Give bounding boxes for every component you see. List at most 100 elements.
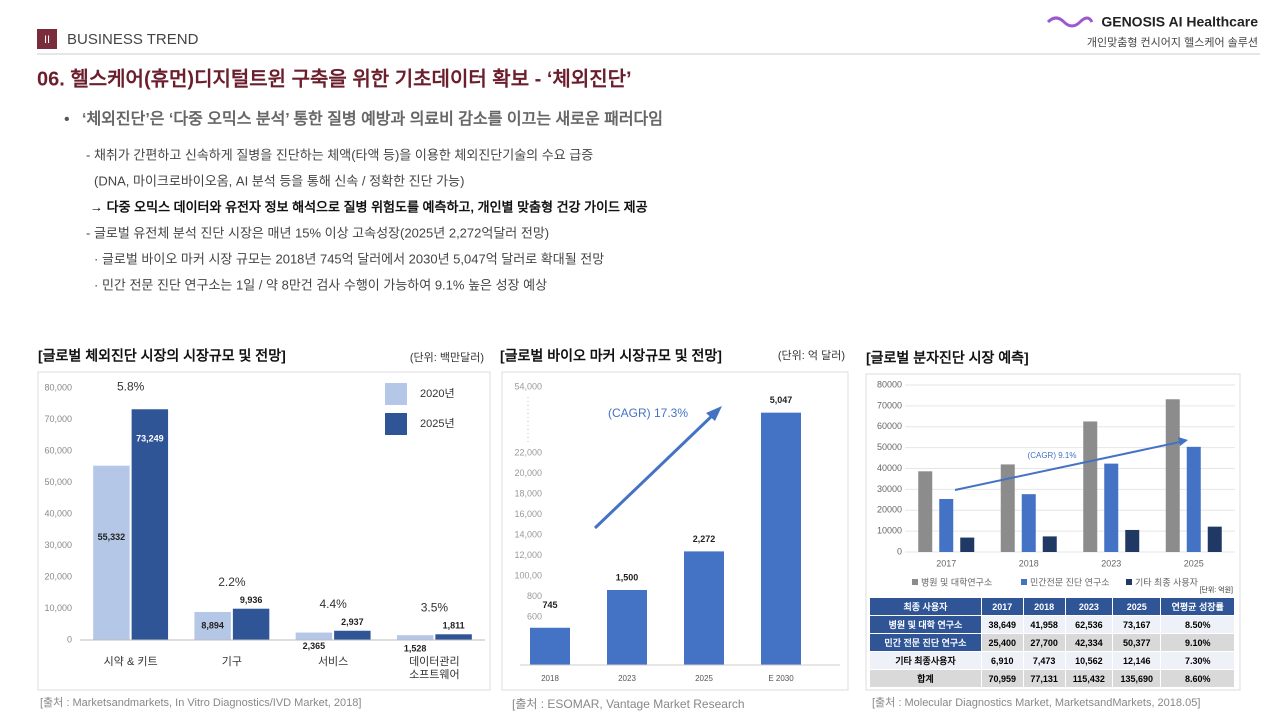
y-axis-text: 22,000 <box>514 447 542 457</box>
trend-arrow <box>954 441 1181 491</box>
table-cell: 62,536 <box>1064 615 1114 634</box>
section-label: BUSINESS TREND <box>67 31 199 48</box>
value-label: 9,936 <box>240 595 263 605</box>
table-header-cell: 2017 <box>980 597 1024 616</box>
annotation: (CAGR) 9.1% <box>1028 451 1077 460</box>
x-tick-label: 2018 <box>1019 558 1039 568</box>
table-row: 합계 70,959 77,131 115,432 135,690 8.60% <box>869 669 1235 688</box>
table-cell: 135,690 <box>1112 669 1162 688</box>
y-tick-label: 50,000 <box>44 477 72 487</box>
value-label: 2,365 <box>303 641 326 651</box>
chart2-frame <box>501 371 849 691</box>
table-cell: 50,377 <box>1112 633 1162 652</box>
y-tick-label: 10000 <box>877 526 902 536</box>
value-label: 8,894 <box>201 620 224 630</box>
bar <box>295 632 333 640</box>
y-tick-label: 20,000 <box>44 571 72 581</box>
table-row: 기타 최종사용자 6,910 7,473 10,562 12,146 7.30% <box>869 651 1235 670</box>
logo-icon <box>1046 16 1094 28</box>
growth-label: 3.5% <box>421 600 449 614</box>
y-tick-label: 80000 <box>877 379 902 389</box>
body-line: · 글로벌 바이오 마커 시장 규모는 2018년 745억 달러에서 2030… <box>94 251 604 266</box>
chart3-frame <box>865 373 1241 691</box>
y-tick-label: 0 <box>67 634 72 644</box>
bar <box>334 630 371 640</box>
table-cell: 병원 및 대학 연구소 <box>869 615 982 634</box>
source: [출처 : Molecular Diagnostics Market, Mark… <box>872 696 1200 709</box>
data-table: 최종 사용자 2017 2018 2023 2025 연평균 성장률 병원 및 대학 연구소… <box>869 597 1235 688</box>
y-tick-label: 70000 <box>877 400 902 410</box>
table-header-cell: 2018 <box>1022 597 1066 616</box>
arrow-head <box>1178 437 1188 446</box>
table-cell: 27,700 <box>1022 633 1066 652</box>
tagline: 개인맞춤형 컨시어지 헬스케어 솔루션 <box>1087 36 1258 49</box>
table-cell: 합계 <box>869 669 982 688</box>
annotation: (CAGR) 17.3% <box>608 406 688 420</box>
growth-label: 2.2% <box>218 575 246 589</box>
body-line: · 민간 전문 진단 연구소는 1일 / 약 8만건 검사 수행이 가능하여 9… <box>94 277 547 292</box>
chart-title: [글로벌 분자진단 시장 예측] <box>866 350 1029 366</box>
table-row: 민간 전문 진단 연구소 25,400 27,700 42,334 50,377 9.10… <box>869 633 1235 652</box>
bar <box>1083 421 1098 552</box>
unit-label: [단위: 억원] <box>1199 585 1233 594</box>
legend-swatch <box>1021 579 1027 585</box>
chart-title: [글로벌 체외진단 시장의 시장규모 및 전망] <box>38 348 286 364</box>
chart-title: [글로벌 바이오 마커 시장규모 및 전망] <box>500 348 722 364</box>
y-tick-label: 70,000 <box>44 414 72 424</box>
x-tick-label: 데이터관리 소프트웨어 <box>409 655 460 681</box>
table-cell: 기타 최종사용자 <box>869 651 982 670</box>
table-cell: 9.10% <box>1160 633 1235 652</box>
unit-label: (단위: 억 달러) <box>778 349 845 362</box>
x-tick-label: 2025 <box>695 674 713 683</box>
value-label: 73,249 <box>136 434 164 444</box>
legend-swatch <box>912 579 918 585</box>
legend-swatch <box>385 383 407 405</box>
y-axis-text: 14,000 <box>514 529 542 539</box>
bar <box>960 537 975 552</box>
value-label: 1,528 <box>404 644 427 654</box>
bar <box>194 611 231 640</box>
bar <box>918 471 933 552</box>
bar <box>435 634 472 640</box>
table-cell: 77,131 <box>1022 669 1066 688</box>
value-label: 2,937 <box>341 617 364 627</box>
table-cell: 6,910 <box>980 651 1024 670</box>
legend-swatch <box>1126 579 1132 585</box>
value-label: 745 <box>542 600 557 610</box>
legend-label: 2020년 <box>420 387 455 400</box>
legend-swatch <box>385 413 407 435</box>
y-axis-text: 54,000 <box>514 381 542 391</box>
table-header-cell: 연평균 성장률 <box>1160 597 1235 616</box>
chart1-frame <box>37 371 491 691</box>
bar <box>1104 463 1119 552</box>
table-cell: 41,958 <box>1022 615 1066 634</box>
legend-label: 2025년 <box>420 417 455 430</box>
bar <box>93 465 130 640</box>
legend-label: 병원 및 대학연구소 <box>921 576 992 587</box>
bar <box>1125 529 1140 552</box>
bullet: ‘체외진단’은 ‘다중 오믹스 분석’ 통한 질병 예방과 의료비 감소를 이끄… <box>82 109 663 128</box>
y-tick-label: 50000 <box>877 442 902 452</box>
logo: GENOSIS AI Healthcare <box>1101 14 1258 30</box>
y-axis-text: 600 <box>527 611 542 621</box>
y-tick-label: 0 <box>897 546 902 556</box>
table-cell: 7,473 <box>1022 651 1066 670</box>
x-tick-label: E 2030 <box>768 674 794 683</box>
x-tick-label: 2017 <box>936 558 956 568</box>
y-tick-label: 30000 <box>877 484 902 494</box>
table-row: 병원 및 대학 연구소 38,649 41,958 62,536 73,167 8.50% <box>869 615 1235 634</box>
table-cell: 12,146 <box>1112 651 1162 670</box>
bar <box>232 608 270 640</box>
bar <box>1207 526 1222 552</box>
bar <box>1021 494 1036 552</box>
x-tick-label: 2018 <box>541 674 559 683</box>
source: [출처 : Marketsandmarkets, In Vitro Diagno… <box>40 696 361 709</box>
table-cell: 73,167 <box>1112 615 1162 634</box>
bullet-dot: • <box>64 111 70 128</box>
y-tick-label: 20000 <box>877 505 902 515</box>
bar <box>1165 399 1180 552</box>
value-label: 2,272 <box>693 534 716 544</box>
slide-title: 06. 헬스케어(휴먼)디지털트윈 구축을 위한 기초데이터 확보 - ‘체외진… <box>37 66 632 90</box>
